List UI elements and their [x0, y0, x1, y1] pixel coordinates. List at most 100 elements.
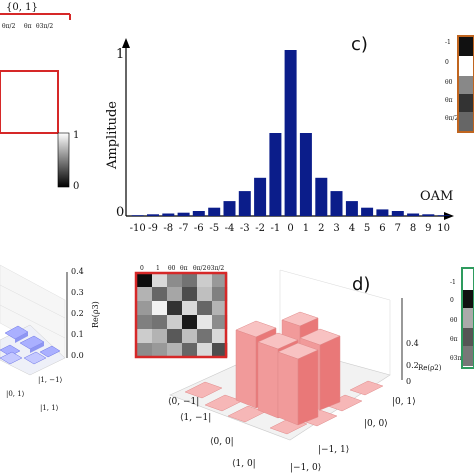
right-top-row-label: -1	[445, 39, 451, 46]
d-matrix-cell	[167, 301, 183, 316]
oam-tick-label: -2	[255, 223, 265, 234]
right-bottom-cell	[462, 274, 474, 290]
d-matrix-cell	[152, 329, 168, 344]
oam-tick-label: -3	[240, 223, 250, 234]
y-tick-label: 0	[116, 205, 124, 220]
d-matrix-cell	[182, 329, 198, 344]
right-bottom-cell	[462, 290, 474, 308]
right-bottom-cell	[462, 346, 474, 366]
oam-tick-label: 6	[379, 223, 385, 234]
d-matrix-cell	[182, 273, 198, 288]
panel-d-inset-frame	[134, 271, 228, 359]
oam-bar	[407, 213, 420, 216]
d-left-axis-tick: ⟨0, −1|	[168, 397, 199, 407]
d-matrix-cell	[182, 315, 198, 330]
oam-tick-label: 3	[333, 223, 339, 234]
colorbar-tick-min: 0	[73, 181, 79, 192]
left-3d-bars	[0, 325, 61, 365]
y-tick-label: 1	[116, 47, 124, 62]
right-top-cell	[458, 56, 474, 76]
d-matrix-cell	[197, 329, 213, 344]
oam-bar	[315, 177, 328, 216]
oam-bar	[238, 191, 251, 216]
d-col-label: θ0	[168, 265, 176, 272]
d-matrix-cell	[182, 301, 198, 316]
d-3d-bar	[349, 380, 384, 396]
d-col-label: θ3π/2	[207, 265, 224, 272]
oam-tick-label: -7	[179, 223, 189, 234]
left-highlight-box	[0, 70, 59, 134]
d-right-axis-tick: |−1, 1⟩	[318, 445, 349, 455]
right-bottom-row-label: θπ	[450, 336, 458, 343]
d-matrix-cell	[137, 301, 153, 316]
oam-tick-label: 2	[318, 223, 324, 234]
oam-tick-label: 7	[395, 223, 401, 234]
d-matrix-cell	[197, 315, 213, 330]
y-axis-label: Amplitude	[105, 101, 120, 170]
d-matrix-cell	[212, 315, 228, 330]
right-bottom-cell	[462, 308, 474, 328]
d-right-axis-tick: |0, 0⟩	[364, 419, 388, 429]
right-bottom-row-label: θ0	[450, 317, 458, 324]
d-matrix-cell	[197, 301, 213, 316]
oam-tick-label: 8	[410, 223, 416, 234]
oam-bar	[345, 201, 358, 216]
d-3d-bar	[184, 381, 223, 399]
d-matrix-cell	[167, 287, 183, 302]
oam-bar	[376, 209, 389, 216]
oam-tick-label: 0	[287, 223, 293, 234]
y-axis-arrow	[122, 38, 130, 48]
panel-d: d) 0 1 θ0 θπ θπ/2 θ3π/2	[134, 265, 442, 473]
right-bottom-row-label: θ3π/2	[450, 355, 467, 362]
left-3d-bar-side	[30, 342, 44, 353]
left-z-tick: 0.1	[71, 330, 84, 339]
oam-bar	[361, 207, 374, 216]
d-z-label: Re(ρ2)	[418, 364, 442, 372]
left-3d-panel: 0.4 0.3 0.2 0.1 0.0 Re(ρ3) |0, 1⟩ |1, −1…	[0, 264, 100, 412]
right-bottom-panel: -1 0 θ0 θπ θ3π/2	[450, 267, 474, 369]
oam-bar	[208, 207, 221, 216]
left-z-tick: 0.0	[71, 351, 84, 360]
left-set-label: {0, 1}	[6, 2, 38, 13]
oam-bar	[177, 212, 190, 216]
d-matrix-cell	[137, 329, 153, 344]
oam-tick-label: -5	[209, 223, 219, 234]
panel-d-3d: 0.4 0.2 0 Re(ρ2) ⟨0, −1| ⟨1, −1| ⟨0, 0| …	[168, 269, 442, 473]
panel-d-inset: 0 1 θ0 θπ θπ/2 θ3π/2	[134, 265, 228, 359]
d-matrix-cell	[137, 343, 153, 358]
right-top-panel: -1 0 θ0 θπ θπ/2	[445, 35, 474, 133]
d-z-tick: 0.4	[406, 339, 419, 348]
left-col-label: θπ/2	[2, 23, 16, 30]
d-matrix-cell	[212, 329, 228, 344]
d-matrix-cell	[167, 315, 183, 330]
d-right-axis-tick: |−1, 0⟩	[290, 463, 321, 473]
oam-bar	[223, 201, 236, 216]
d-matrix-cell	[152, 343, 168, 358]
left-3d-bar	[0, 344, 21, 357]
left-3d-gridline	[0, 304, 66, 339]
d-matrix-cell	[212, 343, 228, 358]
oam-tick-label: 9	[425, 223, 431, 234]
right-top-row-label: 0	[445, 59, 449, 66]
d-matrix-cell	[137, 273, 153, 288]
right-bottom-cell	[462, 328, 474, 346]
panel-d-label: d)	[352, 274, 370, 295]
oam-bar	[162, 213, 175, 216]
d-matrix-cell	[197, 273, 213, 288]
right-top-row-label: θπ/2	[445, 115, 459, 122]
d-matrix-cell	[152, 287, 168, 302]
d-matrix-cell	[167, 273, 183, 288]
d-col-label: 0	[140, 265, 144, 272]
d-matrix-cell	[212, 287, 228, 302]
x-axis-label: OAM	[420, 189, 453, 204]
d-matrix-cell	[152, 301, 168, 316]
oam-bar	[391, 211, 404, 216]
left-z-tick: 0.2	[71, 309, 84, 318]
oam-tick-label: 10	[437, 223, 450, 234]
d-matrix-cell	[212, 273, 228, 288]
d-matrix-cell	[137, 287, 153, 302]
left-density-panel: {0, 1} θπ/2 θπ θ3π/2 1 0	[0, 2, 79, 192]
oam-tick-label: -1	[271, 223, 281, 234]
colorbar-tick-max: 1	[73, 130, 79, 141]
